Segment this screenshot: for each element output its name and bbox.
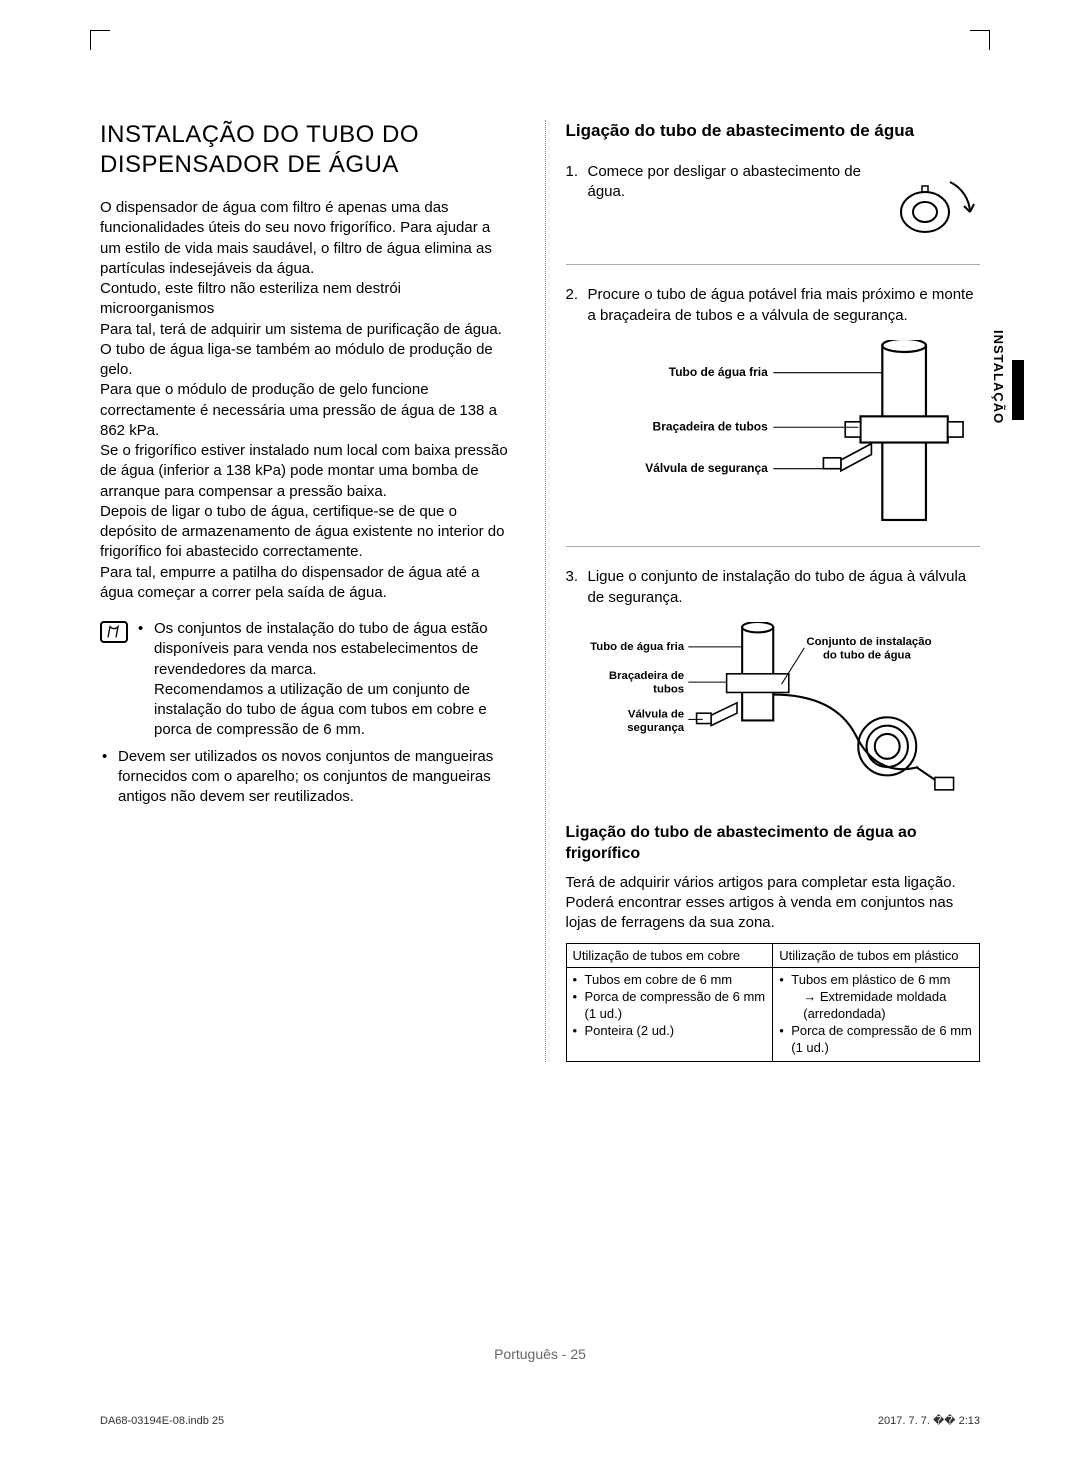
table-cell-plastic: Tubos em plástico de 6 mm → Extremidade … (773, 968, 980, 1061)
note-item-2: Devem ser utilizados os novos conjuntos … (100, 747, 515, 808)
note-icon (100, 621, 128, 643)
section-heading-2: Ligação do tubo de abastecimento de água… (566, 823, 981, 865)
install-kit-diagram: Tubo de água fria Braçadeira de tubos Vá… (566, 622, 981, 803)
dia2-label-2b: tubos (653, 683, 684, 695)
dia2-label-4a: Conjunto de instalação (806, 636, 931, 648)
doc-meta-left: DA68-03194E-08.indb 25 (100, 1415, 224, 1427)
doc-meta-right: 2017. 7. 7. �� 2:13 (878, 1414, 980, 1427)
copper-item-1: Tubos em cobre de 6 mm (573, 972, 767, 989)
dia1-label-3: Válvula de segurança (645, 461, 768, 475)
page-title: INSTALAÇÃO DO TUBO DO DISPENSADOR DE ÁGU… (100, 120, 515, 180)
note-item-1: Os conjuntos de instalação do tubo de ág… (136, 619, 515, 741)
dia2-label-3b: segurança (627, 722, 685, 734)
step-1-text: Comece por desligar o abastecimento de á… (588, 162, 871, 203)
valve-close-figure (880, 162, 980, 248)
right-column: Ligação do tubo de abastecimento de água… (545, 120, 981, 1062)
page-footer: Português - 25 (0, 1346, 1080, 1362)
copper-item-2: Porca de compressão de 6 mm (1 ud.) (573, 989, 767, 1023)
section-tab-label: INSTALAÇÃO (991, 330, 1006, 424)
parts-table: Utilização de tubos em cobre Utilização … (566, 943, 981, 1061)
table-header-2: Utilização de tubos em plástico (773, 944, 980, 968)
section-2-text: Terá de adquirir vários artigos para com… (566, 873, 981, 934)
plastic-item-2: Porca de compressão de 6 mm (1 ud.) (779, 1023, 973, 1057)
dia2-label-2a: Braçadeira de (608, 670, 683, 682)
step-2-text: Procure o tubo de água potável fria mais… (566, 285, 981, 326)
plastic-item-1-sub: → Extremidade moldada (arredondada) (791, 989, 973, 1023)
copper-item-3: Ponteira (2 ud.) (573, 1023, 767, 1040)
section-heading-1: Ligação do tubo de abastecimento de água (566, 120, 981, 142)
tab-marker (1012, 360, 1024, 420)
table-cell-copper: Tubos em cobre de 6 mm Porca de compress… (566, 968, 773, 1061)
step-3-text: Ligue o conjunto de instalação do tubo d… (566, 567, 981, 608)
plastic-item-1: Tubos em plástico de 6 mm (791, 972, 950, 987)
page: INSTALAÇÃO INSTALAÇÃO DO TUBO DO DISPENS… (100, 40, 980, 1432)
pipe-clamp-diagram: Tubo de água fria Braçadeira de tubos Vá… (566, 340, 981, 530)
dia2-label-1: Tubo de água fria (590, 641, 685, 653)
table-header-1: Utilização de tubos em cobre (566, 944, 773, 968)
left-column: INSTALAÇÃO DO TUBO DO DISPENSADOR DE ÁGU… (100, 120, 515, 1062)
dia2-label-3a: Válvula de (627, 708, 683, 720)
dia1-label-1: Tubo de água fria (668, 365, 767, 379)
intro-text: O dispensador de água com filtro é apena… (100, 198, 515, 603)
dia2-label-4b: do tubo de água (822, 649, 911, 661)
section-tab: INSTALAÇÃO (980, 330, 1024, 520)
dia1-label-2: Braçadeira de tubos (652, 419, 768, 433)
